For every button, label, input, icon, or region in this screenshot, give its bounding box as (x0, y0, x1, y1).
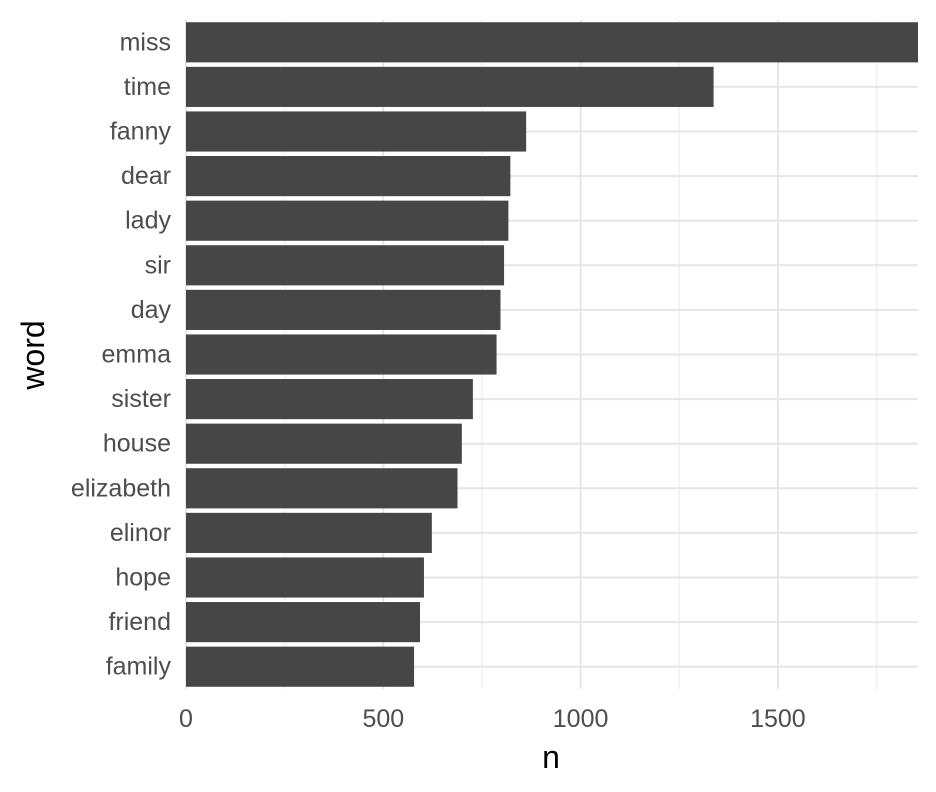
x-tick-label: 1000 (553, 705, 609, 733)
x-tick-label: 1500 (750, 705, 806, 733)
bar-house (186, 423, 462, 464)
bar-emma (186, 334, 497, 375)
y-tick-label: family (106, 653, 172, 681)
y-tick-label: emma (102, 341, 172, 369)
y-tick-label: house (103, 430, 171, 458)
y-tick-label: time (124, 73, 171, 101)
y-tick-label: fanny (110, 118, 172, 146)
y-tick-label: dear (121, 162, 171, 190)
bar-hope (186, 557, 424, 598)
bar-elinor (186, 512, 432, 553)
bars (186, 22, 918, 687)
bar-sister (186, 379, 473, 420)
x-axis-title: n (542, 739, 560, 775)
y-axis-title: word (15, 320, 51, 390)
y-tick-label: sir (145, 251, 171, 279)
y-tick-label: hope (115, 564, 171, 592)
x-tick-label: 0 (179, 705, 193, 733)
y-tick-label: lady (125, 207, 171, 235)
bar-fanny (186, 111, 527, 152)
bar-day (186, 289, 501, 330)
y-tick-label: elinor (110, 519, 171, 547)
bar-family (186, 646, 415, 687)
y-tick-label: sister (111, 385, 171, 413)
bar-dear (186, 156, 511, 197)
x-tick-labels: 0 500 1000 1500 (179, 705, 806, 733)
y-tick-label: elizabeth (71, 474, 171, 502)
y-tick-label: day (131, 296, 172, 324)
y-tick-label: miss (120, 28, 171, 56)
bar-time (186, 66, 714, 107)
y-tick-labels: miss time fanny dear lady sir day emma sister hou… (71, 28, 172, 680)
bar-friend (186, 602, 421, 643)
x-tick-label: 500 (362, 705, 404, 733)
y-tick-label: friend (108, 608, 171, 636)
bar-sir (186, 245, 505, 286)
bar-lady (186, 200, 509, 241)
bar-miss (186, 22, 918, 63)
bar-elizabeth (186, 468, 458, 509)
